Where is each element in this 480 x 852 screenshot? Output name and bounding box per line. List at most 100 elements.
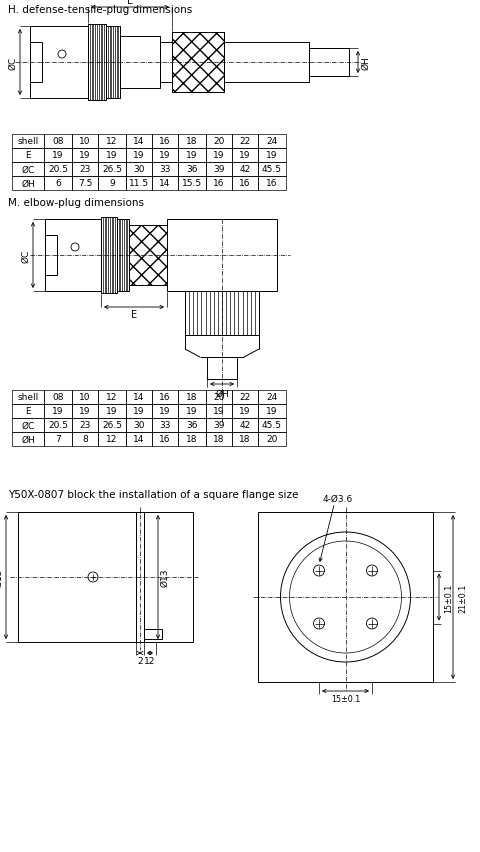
Text: 18: 18	[186, 137, 198, 147]
Bar	[206, 149, 232, 163]
Bar	[152, 418, 178, 433]
Bar	[224, 43, 309, 83]
Text: 19: 19	[133, 407, 145, 416]
Text: 26.5: 26.5	[102, 165, 122, 175]
Text: 39: 39	[213, 421, 225, 430]
Bar	[152, 405, 178, 418]
Bar	[120, 37, 160, 89]
Bar	[117, 220, 129, 291]
Bar	[178, 418, 206, 433]
Bar	[152, 163, 178, 177]
Bar	[258, 433, 286, 446]
Text: 19: 19	[52, 407, 64, 416]
Bar	[126, 405, 152, 418]
Text: 19: 19	[79, 152, 91, 160]
Bar	[152, 433, 178, 446]
Bar	[152, 135, 178, 149]
Bar	[45, 220, 101, 291]
Text: 23: 23	[79, 165, 91, 175]
Text: ØC: ØC	[9, 56, 17, 70]
Bar	[18, 512, 193, 642]
Text: 21±0.1: 21±0.1	[458, 583, 468, 612]
Bar	[30, 43, 42, 83]
Text: 08: 08	[52, 137, 64, 147]
Text: 11.5: 11.5	[129, 179, 149, 188]
Text: 7: 7	[55, 435, 61, 444]
Bar	[207, 358, 237, 379]
Bar	[72, 418, 98, 433]
Text: M. elbow-plug dimensions: M. elbow-plug dimensions	[8, 198, 144, 208]
Bar	[160, 43, 172, 83]
Text: E: E	[25, 152, 31, 160]
Text: 20: 20	[213, 137, 225, 147]
Bar	[98, 149, 126, 163]
Bar	[12, 405, 44, 418]
Bar	[12, 135, 44, 149]
Text: Ø13: Ø13	[160, 568, 169, 586]
Bar	[258, 405, 286, 418]
Text: 19: 19	[213, 152, 225, 160]
Bar	[206, 177, 232, 191]
Bar	[12, 433, 44, 446]
Bar	[12, 163, 44, 177]
Bar	[88, 25, 106, 101]
Text: E: E	[25, 407, 31, 416]
Bar	[98, 405, 126, 418]
Text: 8: 8	[82, 435, 88, 444]
Text: 33: 33	[159, 421, 171, 430]
Text: 19: 19	[79, 407, 91, 416]
Bar	[98, 135, 126, 149]
Text: 26.5: 26.5	[102, 421, 122, 430]
Text: 18: 18	[186, 393, 198, 402]
Text: 10: 10	[79, 137, 91, 147]
Bar	[258, 390, 286, 405]
Bar	[206, 433, 232, 446]
Text: 20.5: 20.5	[48, 421, 68, 430]
Bar	[98, 163, 126, 177]
Bar	[44, 405, 72, 418]
Text: 16: 16	[266, 179, 278, 188]
Text: 2: 2	[137, 656, 143, 665]
Text: 19: 19	[159, 407, 171, 416]
Bar	[144, 630, 162, 639]
Text: E: E	[127, 0, 133, 6]
Bar	[126, 433, 152, 446]
Bar	[44, 177, 72, 191]
Bar	[258, 177, 286, 191]
Text: 12: 12	[106, 137, 118, 147]
Text: 12: 12	[144, 656, 156, 665]
Text: Y50X-0807 block the installation of a square flange size: Y50X-0807 block the installation of a sq…	[8, 489, 299, 499]
Bar	[72, 163, 98, 177]
Text: 14: 14	[159, 179, 171, 188]
Bar	[44, 433, 72, 446]
Text: Ø13: Ø13	[0, 568, 3, 586]
Bar	[309, 49, 349, 77]
Bar	[152, 149, 178, 163]
Bar	[12, 418, 44, 433]
Text: 15.5: 15.5	[182, 179, 202, 188]
Bar	[206, 390, 232, 405]
Bar	[129, 226, 167, 285]
Text: 42: 42	[240, 165, 251, 175]
Text: 19: 19	[106, 152, 118, 160]
Bar	[44, 135, 72, 149]
Bar	[258, 418, 286, 433]
Text: 24: 24	[266, 393, 277, 402]
Bar	[206, 418, 232, 433]
Bar	[258, 149, 286, 163]
Text: 45.5: 45.5	[262, 421, 282, 430]
Bar	[152, 177, 178, 191]
Text: 19: 19	[239, 407, 251, 416]
Text: ØH: ØH	[361, 56, 371, 70]
Bar	[126, 177, 152, 191]
Bar	[178, 149, 206, 163]
Bar	[232, 405, 258, 418]
Bar	[258, 163, 286, 177]
Text: 19: 19	[159, 152, 171, 160]
Text: 22: 22	[240, 137, 251, 147]
Text: 19: 19	[52, 152, 64, 160]
Text: 19: 19	[266, 152, 278, 160]
Bar	[172, 33, 224, 93]
Text: 9: 9	[109, 179, 115, 188]
Text: 23: 23	[79, 421, 91, 430]
